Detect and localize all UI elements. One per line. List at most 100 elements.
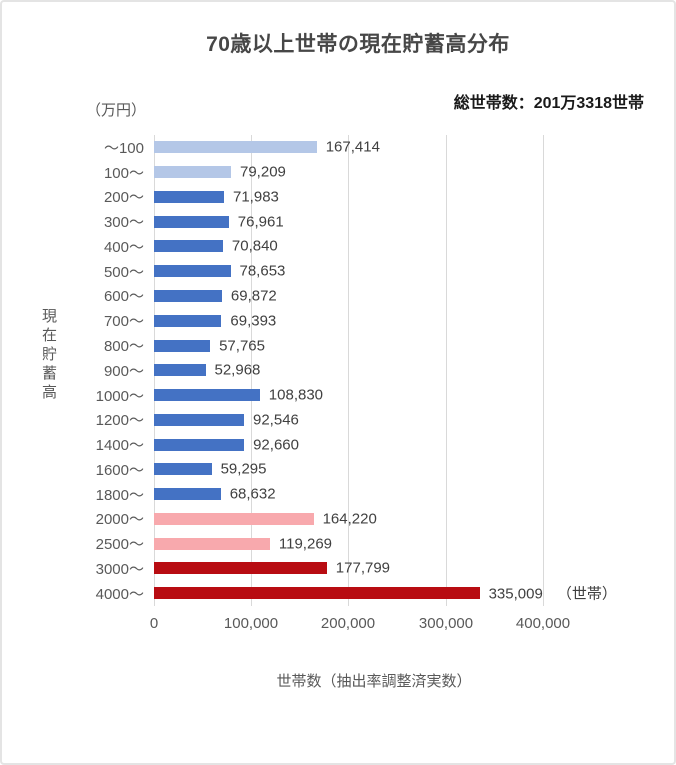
bar [154, 190, 224, 203]
bar [154, 463, 212, 476]
bar-track: 68,632 [154, 482, 662, 507]
bar-row: 900～ 52,968 [2, 358, 662, 383]
bar-row: ～100 167,414 [2, 135, 662, 160]
category-label: 1600～ [95, 461, 144, 479]
bar-row: 1800～ 68,632 [2, 482, 662, 507]
y-axis-unit-label: （万円） [86, 102, 147, 119]
bar-track: 71,983 [154, 185, 662, 210]
bar-track: 164,220 [154, 506, 662, 531]
bar-track: 57,765 [154, 333, 662, 358]
bar [154, 389, 260, 402]
bar-track: 92,660 [154, 432, 662, 457]
chart-title: 70歳以上世帯の現在貯蓄高分布 [206, 33, 510, 56]
gridline [446, 135, 447, 606]
value-label: 70,840 [231, 237, 278, 255]
bar [154, 512, 314, 525]
category-label: ～100 [103, 139, 144, 157]
value-label: 52,968 [214, 361, 261, 379]
value-label: 71,983 [233, 188, 279, 206]
value-label: 164,220 [322, 510, 377, 528]
bar [154, 166, 231, 179]
category-label: 600～ [103, 288, 144, 306]
bar-row: 1200～ 92,546 [2, 407, 662, 432]
x-tick-label: 100,000 [223, 615, 279, 632]
y-axis-title: 現在貯蓄高 [40, 308, 57, 403]
value-label: 59,295 [220, 460, 267, 478]
bar-row: 4000～ 335,009 （世帯） [2, 581, 662, 606]
bar-row: 1600～ 59,295 [2, 457, 662, 482]
gridline [251, 135, 252, 606]
value-label: 177,799 [335, 559, 391, 577]
value-label: 57,765 [219, 337, 265, 354]
bar-row: 100～ 79,209 [2, 160, 662, 185]
x-axis-ticks: 0 100,000 200,000 300,000 400,000 [150, 615, 594, 635]
bar [154, 141, 317, 154]
category-label: 4000～ [95, 585, 144, 603]
value-label: 119,269 [278, 535, 332, 553]
bar-track: 52,968 [154, 358, 662, 383]
bar-track: 177,799 [154, 556, 662, 581]
value-label: 69,393 [230, 312, 277, 330]
bar [154, 438, 245, 451]
category-label: 2500～ [95, 536, 144, 554]
value-label: 92,546 [253, 411, 299, 429]
value-label: 108,830 [268, 386, 324, 404]
bar-track: 69,872 [154, 284, 662, 309]
bar-row: 500～ 78,653 [2, 259, 662, 284]
value-label: 79,209 [240, 163, 286, 181]
bar [154, 289, 222, 302]
x-tick-label: 400,000 [515, 615, 571, 632]
bar [154, 215, 229, 228]
gridline [348, 135, 349, 606]
category-label: 300～ [103, 214, 144, 232]
bar-track: 119,269 [154, 531, 662, 556]
bar-row: 2000～ 164,220 [2, 506, 662, 531]
value-label: 167,414 [325, 138, 380, 156]
bar [154, 587, 480, 600]
value-label: 69,872 [230, 287, 277, 305]
bar-rows: ～100 167,414 100～ 79,209 200～ 71,983 300～ 76,96… [2, 135, 662, 606]
bar [154, 314, 222, 327]
bar-track: 167,414 [154, 135, 662, 160]
value-label: 92,660 [253, 436, 299, 454]
category-label: 500～ [103, 263, 144, 281]
category-label: 1000～ [95, 387, 144, 405]
bar-row: 200～ 71,983 [2, 185, 662, 210]
bar [154, 240, 223, 253]
bar-track: 59,295 [154, 457, 662, 482]
bar [154, 265, 231, 278]
bar [154, 339, 211, 352]
bar-track: 108,830 [154, 383, 662, 408]
bar [154, 562, 327, 575]
bar [154, 537, 270, 550]
bar-row: 1400～ 92,660 [2, 432, 662, 457]
unit-suffix-label: （世帯） [556, 585, 617, 603]
category-label: 1400～ [95, 437, 144, 455]
bar [154, 413, 244, 426]
category-label: 800～ [103, 338, 144, 355]
category-label: 3000～ [95, 560, 144, 578]
x-tick-label: 0 [149, 615, 159, 632]
bar-track: 335,009 （世帯） [154, 581, 662, 606]
bar [154, 364, 206, 377]
bar-row: 600～ 69,872 [2, 284, 662, 309]
bar-track: 69,393 [154, 308, 662, 333]
bar-track: 78,653 [154, 259, 662, 284]
bar-row: 400～ 70,840 [2, 234, 662, 259]
x-tick-label: 200,000 [320, 615, 376, 632]
value-label: 335,009 （世帯） [488, 585, 617, 603]
bar-row: 800～ 57,765 [2, 333, 662, 358]
category-label: 1800～ [95, 486, 144, 504]
bar-row: 700～ 69,393 [2, 308, 662, 333]
value-label: 76,961 [237, 213, 284, 231]
category-label: 100～ [103, 164, 144, 182]
x-axis-title: 世帯数（抽出率調整済実数） [276, 673, 472, 690]
bar-row: 3000～ 177,799 [2, 556, 662, 581]
gridline [543, 135, 544, 606]
category-label: 700～ [103, 313, 144, 331]
bar-track: 70,840 [154, 234, 662, 259]
bar-track: 79,209 [154, 160, 662, 185]
category-label: 1200～ [95, 412, 144, 430]
category-label: 2000～ [95, 511, 144, 529]
